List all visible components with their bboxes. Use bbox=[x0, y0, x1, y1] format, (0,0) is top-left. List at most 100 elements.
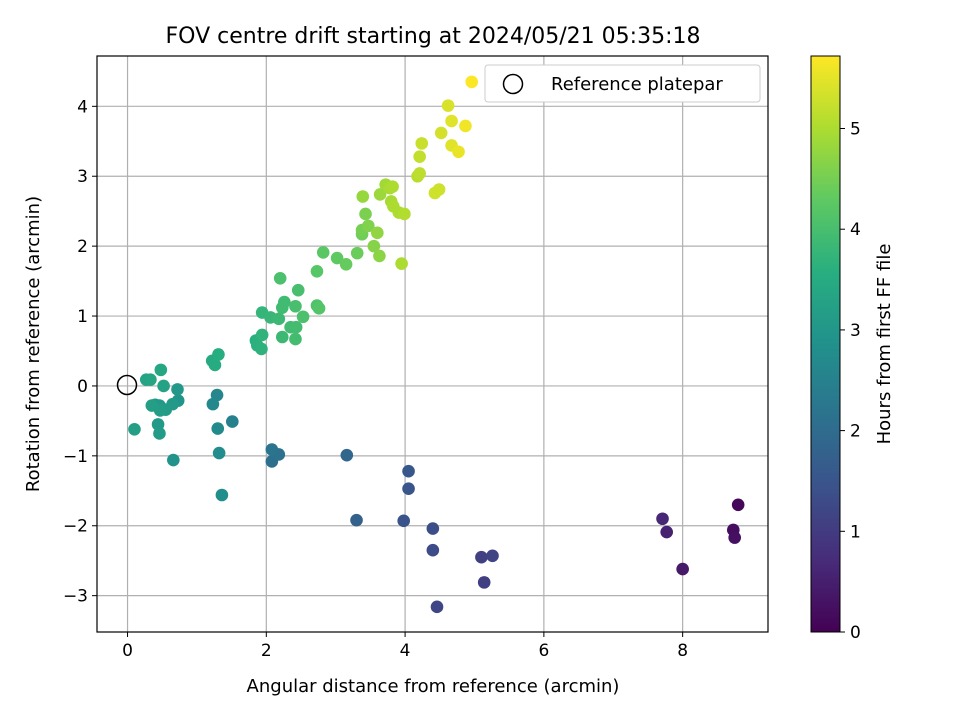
colorbar-tick-label: 0 bbox=[850, 623, 861, 643]
data-point bbox=[432, 183, 446, 196]
plot-area-frame bbox=[96, 55, 769, 633]
y-tick-label: −1 bbox=[63, 447, 88, 467]
y-tick-label: 3 bbox=[77, 167, 88, 187]
data-point bbox=[171, 383, 184, 396]
data-point bbox=[356, 190, 370, 203]
data-point bbox=[386, 180, 399, 194]
data-point bbox=[660, 525, 673, 539]
data-point bbox=[731, 498, 745, 512]
x-tick-label: 4 bbox=[400, 641, 411, 661]
data-point bbox=[215, 488, 229, 502]
data-point bbox=[441, 99, 455, 112]
data-point bbox=[208, 358, 222, 372]
data-point bbox=[145, 399, 159, 412]
colorbar-tick-label: 5 bbox=[850, 120, 861, 140]
x-tick-label: 6 bbox=[538, 641, 549, 661]
data-point bbox=[434, 126, 448, 140]
data-point bbox=[167, 453, 180, 467]
data-point bbox=[275, 330, 289, 344]
data-point bbox=[206, 397, 220, 411]
data-point bbox=[465, 75, 479, 89]
data-point bbox=[128, 422, 141, 436]
chart-title: FOV centre drift starting at 2024/05/21 … bbox=[166, 24, 701, 49]
data-point bbox=[289, 299, 302, 313]
data-point bbox=[278, 295, 291, 309]
legend-box bbox=[484, 64, 761, 103]
data-point bbox=[430, 600, 444, 614]
data-point bbox=[373, 188, 387, 201]
data-point bbox=[289, 320, 303, 334]
data-point bbox=[398, 207, 411, 221]
data-point bbox=[413, 167, 426, 180]
data-point bbox=[362, 219, 375, 233]
data-points bbox=[128, 75, 745, 614]
legend-marker-open-circle bbox=[502, 73, 524, 95]
data-point bbox=[289, 332, 302, 346]
data-point bbox=[426, 522, 440, 535]
data-point bbox=[265, 443, 279, 456]
data-point bbox=[153, 427, 166, 440]
data-point bbox=[402, 482, 415, 495]
colorbar-gradient bbox=[810, 55, 841, 633]
data-point bbox=[475, 550, 488, 564]
data-point bbox=[339, 258, 353, 271]
data-point bbox=[255, 328, 269, 342]
y-tick-label: 0 bbox=[77, 377, 88, 397]
colorbar-ticks: 0 1 2 3 4 5 bbox=[840, 120, 861, 643]
data-point bbox=[296, 310, 310, 324]
data-point bbox=[486, 549, 499, 563]
data-point bbox=[359, 207, 372, 221]
data-point bbox=[395, 257, 408, 270]
y-tick-label: 4 bbox=[77, 97, 88, 117]
data-point bbox=[212, 446, 226, 460]
x-axis-ticks: 0 2 4 6 8 bbox=[122, 632, 688, 661]
data-point bbox=[212, 348, 225, 361]
data-point bbox=[157, 379, 170, 393]
data-point bbox=[367, 239, 381, 253]
y-tick-label: 1 bbox=[77, 307, 88, 327]
y-tick-label: −2 bbox=[63, 517, 88, 537]
data-point bbox=[350, 513, 363, 527]
data-point bbox=[452, 145, 465, 159]
data-point bbox=[340, 448, 354, 462]
y-tick-label: 2 bbox=[77, 237, 88, 257]
data-point bbox=[402, 464, 415, 478]
x-tick-label: 0 bbox=[122, 641, 133, 661]
data-point bbox=[477, 576, 491, 589]
data-point bbox=[728, 531, 741, 544]
y-axis-ticks: −3 −2 −1 0 1 2 3 4 bbox=[63, 97, 97, 607]
x-tick-label: 8 bbox=[677, 641, 688, 661]
data-point bbox=[413, 150, 426, 163]
y-axis-label: Rotation from reference (arcmin) bbox=[23, 196, 44, 492]
legend-entry-label: Reference platepar bbox=[551, 74, 723, 95]
grid-lines bbox=[97, 56, 768, 632]
data-point bbox=[426, 543, 440, 557]
colorbar-tick-label: 3 bbox=[850, 321, 861, 341]
data-point bbox=[415, 137, 429, 150]
colorbar: 0 1 2 3 4 5 Hours from first FF file bbox=[810, 55, 895, 643]
data-point bbox=[676, 562, 689, 576]
data-point bbox=[371, 226, 384, 240]
data-point bbox=[255, 342, 268, 356]
data-point bbox=[445, 114, 458, 128]
data-point bbox=[330, 251, 344, 265]
data-point bbox=[154, 363, 168, 377]
colorbar-tick-label: 4 bbox=[850, 220, 861, 240]
data-point bbox=[310, 265, 324, 278]
colorbar-tick-label: 1 bbox=[850, 522, 861, 542]
data-point bbox=[211, 422, 225, 435]
reference-marker bbox=[116, 374, 138, 396]
y-tick-label: −3 bbox=[63, 587, 88, 607]
data-point bbox=[656, 512, 669, 526]
data-point bbox=[291, 283, 305, 297]
data-point bbox=[144, 373, 157, 386]
data-point bbox=[226, 415, 239, 428]
legend: Reference platepar bbox=[484, 64, 761, 103]
data-point bbox=[316, 246, 330, 259]
data-point bbox=[312, 302, 326, 315]
data-point bbox=[350, 246, 364, 260]
x-tick-label: 2 bbox=[261, 641, 272, 661]
data-point bbox=[373, 249, 386, 263]
colorbar-tick-label: 2 bbox=[850, 422, 861, 442]
